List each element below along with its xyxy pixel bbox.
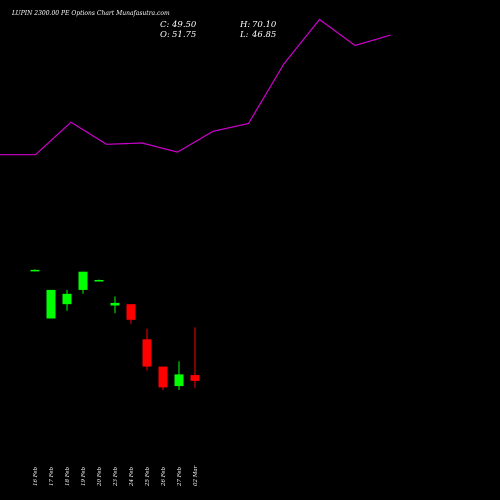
candle-body bbox=[30, 269, 40, 272]
lower-band-line bbox=[0, 18, 391, 156]
candle bbox=[30, 269, 40, 272]
open-value: 51.75 bbox=[172, 30, 196, 40]
bollinger-bands bbox=[0, 18, 391, 156]
candle-body bbox=[126, 304, 136, 320]
x-tick-label: 24 Feb bbox=[129, 466, 135, 487]
high-label: H: bbox=[239, 20, 250, 30]
x-tick-label: 16 Feb bbox=[33, 466, 39, 486]
candle-body bbox=[190, 375, 200, 381]
x-tick-label: 17 Feb bbox=[49, 466, 55, 486]
x-tick-label: 27 Feb bbox=[177, 466, 183, 487]
close-value: 49.50 bbox=[171, 20, 197, 30]
close-label: C: bbox=[160, 20, 170, 30]
candle-body bbox=[110, 302, 120, 306]
candle bbox=[62, 289, 72, 311]
candle-body bbox=[158, 366, 168, 388]
candle bbox=[174, 361, 184, 390]
candle bbox=[158, 366, 168, 390]
candle bbox=[78, 271, 88, 294]
x-tick-label: 19 Feb bbox=[81, 466, 87, 486]
candle bbox=[126, 304, 136, 324]
x-tick-label: 23 Feb bbox=[113, 466, 119, 487]
open-label: O: bbox=[160, 30, 170, 40]
x-tick-label: 02 Mar bbox=[193, 465, 199, 486]
candle bbox=[94, 279, 104, 282]
x-tick-label: 18 Feb bbox=[65, 466, 71, 486]
high-value: 70.10 bbox=[252, 20, 277, 30]
candle-body bbox=[46, 289, 56, 319]
candle-body bbox=[174, 374, 184, 387]
candle bbox=[110, 296, 120, 314]
x-tick-label: 25 Feb bbox=[145, 466, 151, 487]
candle-body bbox=[62, 293, 72, 305]
candle-body bbox=[94, 280, 104, 282]
candle bbox=[46, 289, 56, 319]
candles bbox=[30, 269, 200, 390]
x-tick-label: 26 Feb bbox=[161, 466, 167, 487]
candle bbox=[190, 327, 200, 388]
x-axis-ticks: 16 Feb 17 Feb 18 Feb 19 Feb 20 Feb 23 Feb 24 F… bbox=[33, 465, 199, 487]
low-value: 46.85 bbox=[251, 30, 276, 40]
candle-body bbox=[142, 339, 152, 367]
candle-body bbox=[78, 271, 88, 290]
candle bbox=[142, 328, 152, 371]
low-label: L: bbox=[239, 30, 249, 40]
x-tick-label: 20 Feb bbox=[97, 466, 103, 487]
chart-title: LUPIN 2300.00 PE Options Chart Munafasut… bbox=[11, 10, 170, 17]
